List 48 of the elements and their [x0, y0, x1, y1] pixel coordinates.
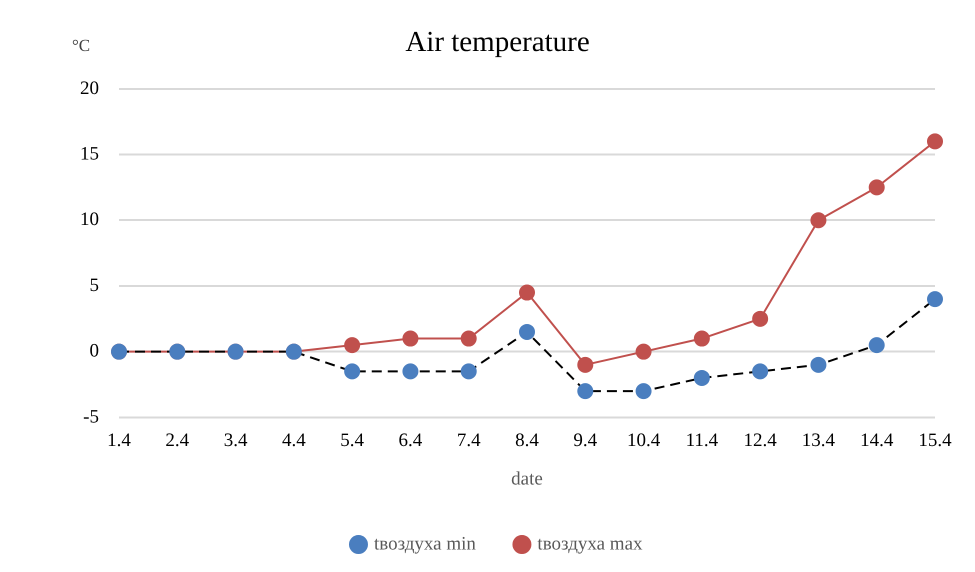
y-axis-title: °C: [72, 36, 90, 56]
point: [519, 324, 535, 340]
y-tick-label: -5: [83, 406, 99, 428]
point: [636, 344, 652, 360]
point: [752, 310, 768, 327]
x-axis-title: date: [511, 468, 543, 490]
x-tick-label: 4.4: [282, 430, 306, 451]
legend-label: tвоздуха max: [537, 533, 644, 554]
x-tick-label: 12.4: [744, 430, 778, 451]
x-tick-label: 7.4: [456, 430, 482, 451]
y-tick-label: 0: [90, 340, 99, 362]
point: [460, 330, 477, 347]
point: [694, 370, 710, 386]
point: [868, 337, 885, 354]
point: [810, 356, 826, 373]
point: [810, 212, 826, 228]
x-tick-label: 6.4: [398, 430, 423, 451]
legend-label: tвоздуха min: [374, 533, 476, 554]
point: [927, 133, 943, 150]
y-tick-label: 20: [80, 78, 99, 99]
x-tick-label: 9.4: [573, 430, 598, 451]
point: [636, 383, 652, 400]
x-tick-label: 5.4: [340, 430, 365, 451]
point: [460, 363, 477, 380]
point: [519, 284, 535, 301]
chart-title: Air temperature: [405, 26, 590, 58]
x-tick-label: 3.4: [224, 430, 248, 451]
x-tick-label: 8.4: [515, 430, 540, 451]
x-tick-label: 15.4: [918, 430, 952, 451]
point: [577, 383, 594, 400]
point: [577, 356, 594, 373]
x-tick-label: 11.4: [686, 430, 719, 451]
point: [402, 330, 418, 347]
point: [344, 337, 360, 354]
point: [752, 363, 768, 380]
point: [402, 363, 418, 380]
point: [694, 330, 710, 347]
point: [868, 179, 885, 196]
y-tick-label: 10: [80, 209, 99, 230]
x-tick-label: 13.4: [802, 430, 836, 451]
y-tick-label: 5: [90, 274, 99, 296]
point: [927, 291, 943, 308]
point: [344, 363, 360, 380]
x-tick-label: 10.4: [626, 430, 661, 451]
y-tick-label: 15: [80, 144, 99, 165]
x-tick-label: 2.4: [165, 430, 190, 451]
x-tick-label: 1.4: [107, 430, 132, 451]
x-tick-label: 14.4: [860, 430, 894, 451]
